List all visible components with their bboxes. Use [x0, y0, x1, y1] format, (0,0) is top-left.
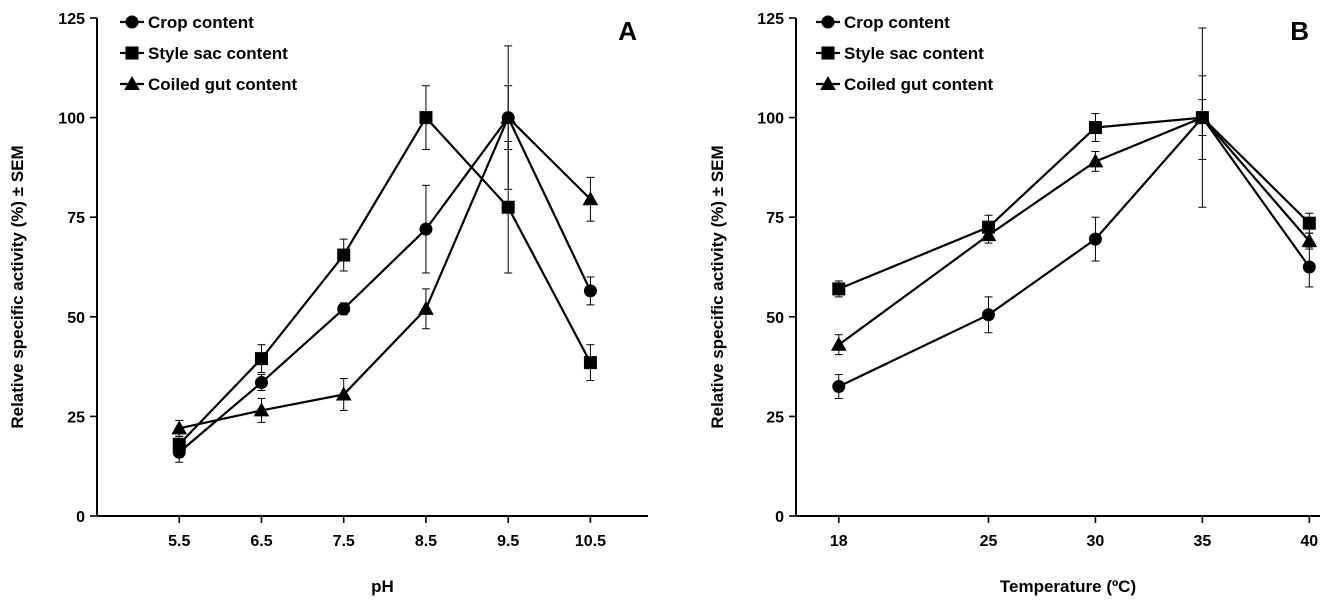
data-point: [832, 282, 846, 296]
data-point: [337, 302, 351, 316]
legend-label: Coiled gut content: [844, 75, 994, 94]
panel-label: B: [1290, 16, 1309, 46]
data-point: [335, 386, 352, 401]
y-tick-label: 100: [757, 111, 784, 128]
chart-panel-b: 0 25 50 75 100 125 18 25 30 35 40 Temperature (ºC) R…: [708, 11, 1320, 596]
data-point: [501, 200, 515, 214]
y-tick-label: 0: [76, 509, 85, 526]
legend-marker: [125, 15, 139, 29]
legend: Crop content Style sac content Coiled gut …: [120, 13, 298, 94]
legend-label: Coiled gut content: [148, 75, 298, 94]
y-axis-title: Relative specific activity (%) ± SEM: [8, 145, 27, 428]
data-point: [419, 111, 433, 125]
series-line: [838, 116, 1311, 346]
y-tick-label: 100: [58, 111, 85, 128]
chart-panel-a: 0 25 50 75 100 125 5.5 6.5 7.5 8.5 9.5 10.5 pH Relati…: [8, 11, 648, 596]
data-point: [832, 380, 846, 394]
y-tick-label: 50: [67, 310, 85, 327]
x-tick-label: 40: [1300, 533, 1318, 550]
data-point: [981, 308, 995, 322]
y-tick-label: 75: [766, 210, 784, 227]
x-axis-title: pH: [371, 577, 394, 596]
data-point: [830, 336, 847, 351]
y-tick-label: 25: [67, 409, 85, 426]
data-point: [582, 191, 599, 206]
panel-label: A: [618, 16, 637, 46]
data-point: [1301, 233, 1318, 248]
data-point: [1302, 260, 1316, 274]
data-point: [1087, 153, 1104, 168]
series-line: [178, 115, 592, 454]
y-tick-label: 50: [766, 310, 784, 327]
x-tick-label: 18: [830, 533, 848, 550]
x-axis-title: Temperature (ºC): [1000, 577, 1136, 596]
x-tick-label: 25: [980, 533, 998, 550]
legend-marker: [124, 75, 140, 90]
legend-marker: [821, 46, 835, 60]
data-point: [254, 352, 268, 366]
data-point: [419, 222, 433, 236]
legend-label: Style sac content: [844, 44, 984, 63]
x-tick-label: 5.5: [168, 533, 190, 550]
x-tick-label: 7.5: [333, 533, 355, 550]
legend-label: Crop content: [844, 13, 950, 32]
y-tick-label: 125: [58, 11, 85, 28]
data-point: [1194, 109, 1211, 124]
data-point: [254, 376, 268, 390]
series-line: [178, 115, 592, 446]
series-circle: [832, 75, 1316, 399]
data-point: [171, 420, 188, 435]
data-point: [172, 437, 186, 451]
data-point: [583, 284, 597, 298]
data-point: [500, 109, 517, 124]
y-tick-label: 0: [775, 509, 784, 526]
legend-label: Style sac content: [148, 44, 288, 63]
x-tick-label: 30: [1087, 533, 1105, 550]
y-tick-label: 25: [766, 409, 784, 426]
data-point: [1302, 216, 1316, 230]
y-tick-label: 75: [67, 210, 85, 227]
series-line: [179, 115, 592, 430]
y-axis-title: Relative specific activity (%) ± SEM: [708, 145, 727, 428]
data-point: [337, 248, 351, 262]
series-square: [832, 27, 1316, 298]
data-point: [583, 356, 597, 370]
series-triangle: [830, 99, 1318, 356]
y-tick-label: 125: [757, 11, 784, 28]
series-square: [172, 85, 597, 453]
data-point: [253, 402, 270, 417]
legend: Crop content Style sac content Coiled gut …: [816, 13, 994, 94]
x-tick-label: 9.5: [497, 533, 519, 550]
data-point: [1088, 232, 1102, 246]
legend-marker: [125, 46, 139, 60]
x-tick-label: 10.5: [575, 533, 606, 550]
x-tick-label: 8.5: [415, 533, 437, 550]
data-point: [418, 300, 434, 315]
legend-label: Crop content: [148, 13, 254, 32]
legend-marker: [820, 75, 836, 90]
series-triangle: [171, 85, 599, 437]
series-line: [838, 116, 1311, 290]
data-point: [1088, 121, 1102, 135]
x-tick-label: 35: [1193, 533, 1211, 550]
legend-marker: [821, 15, 835, 29]
x-tick-label: 6.5: [250, 533, 272, 550]
data-point: [980, 227, 997, 242]
